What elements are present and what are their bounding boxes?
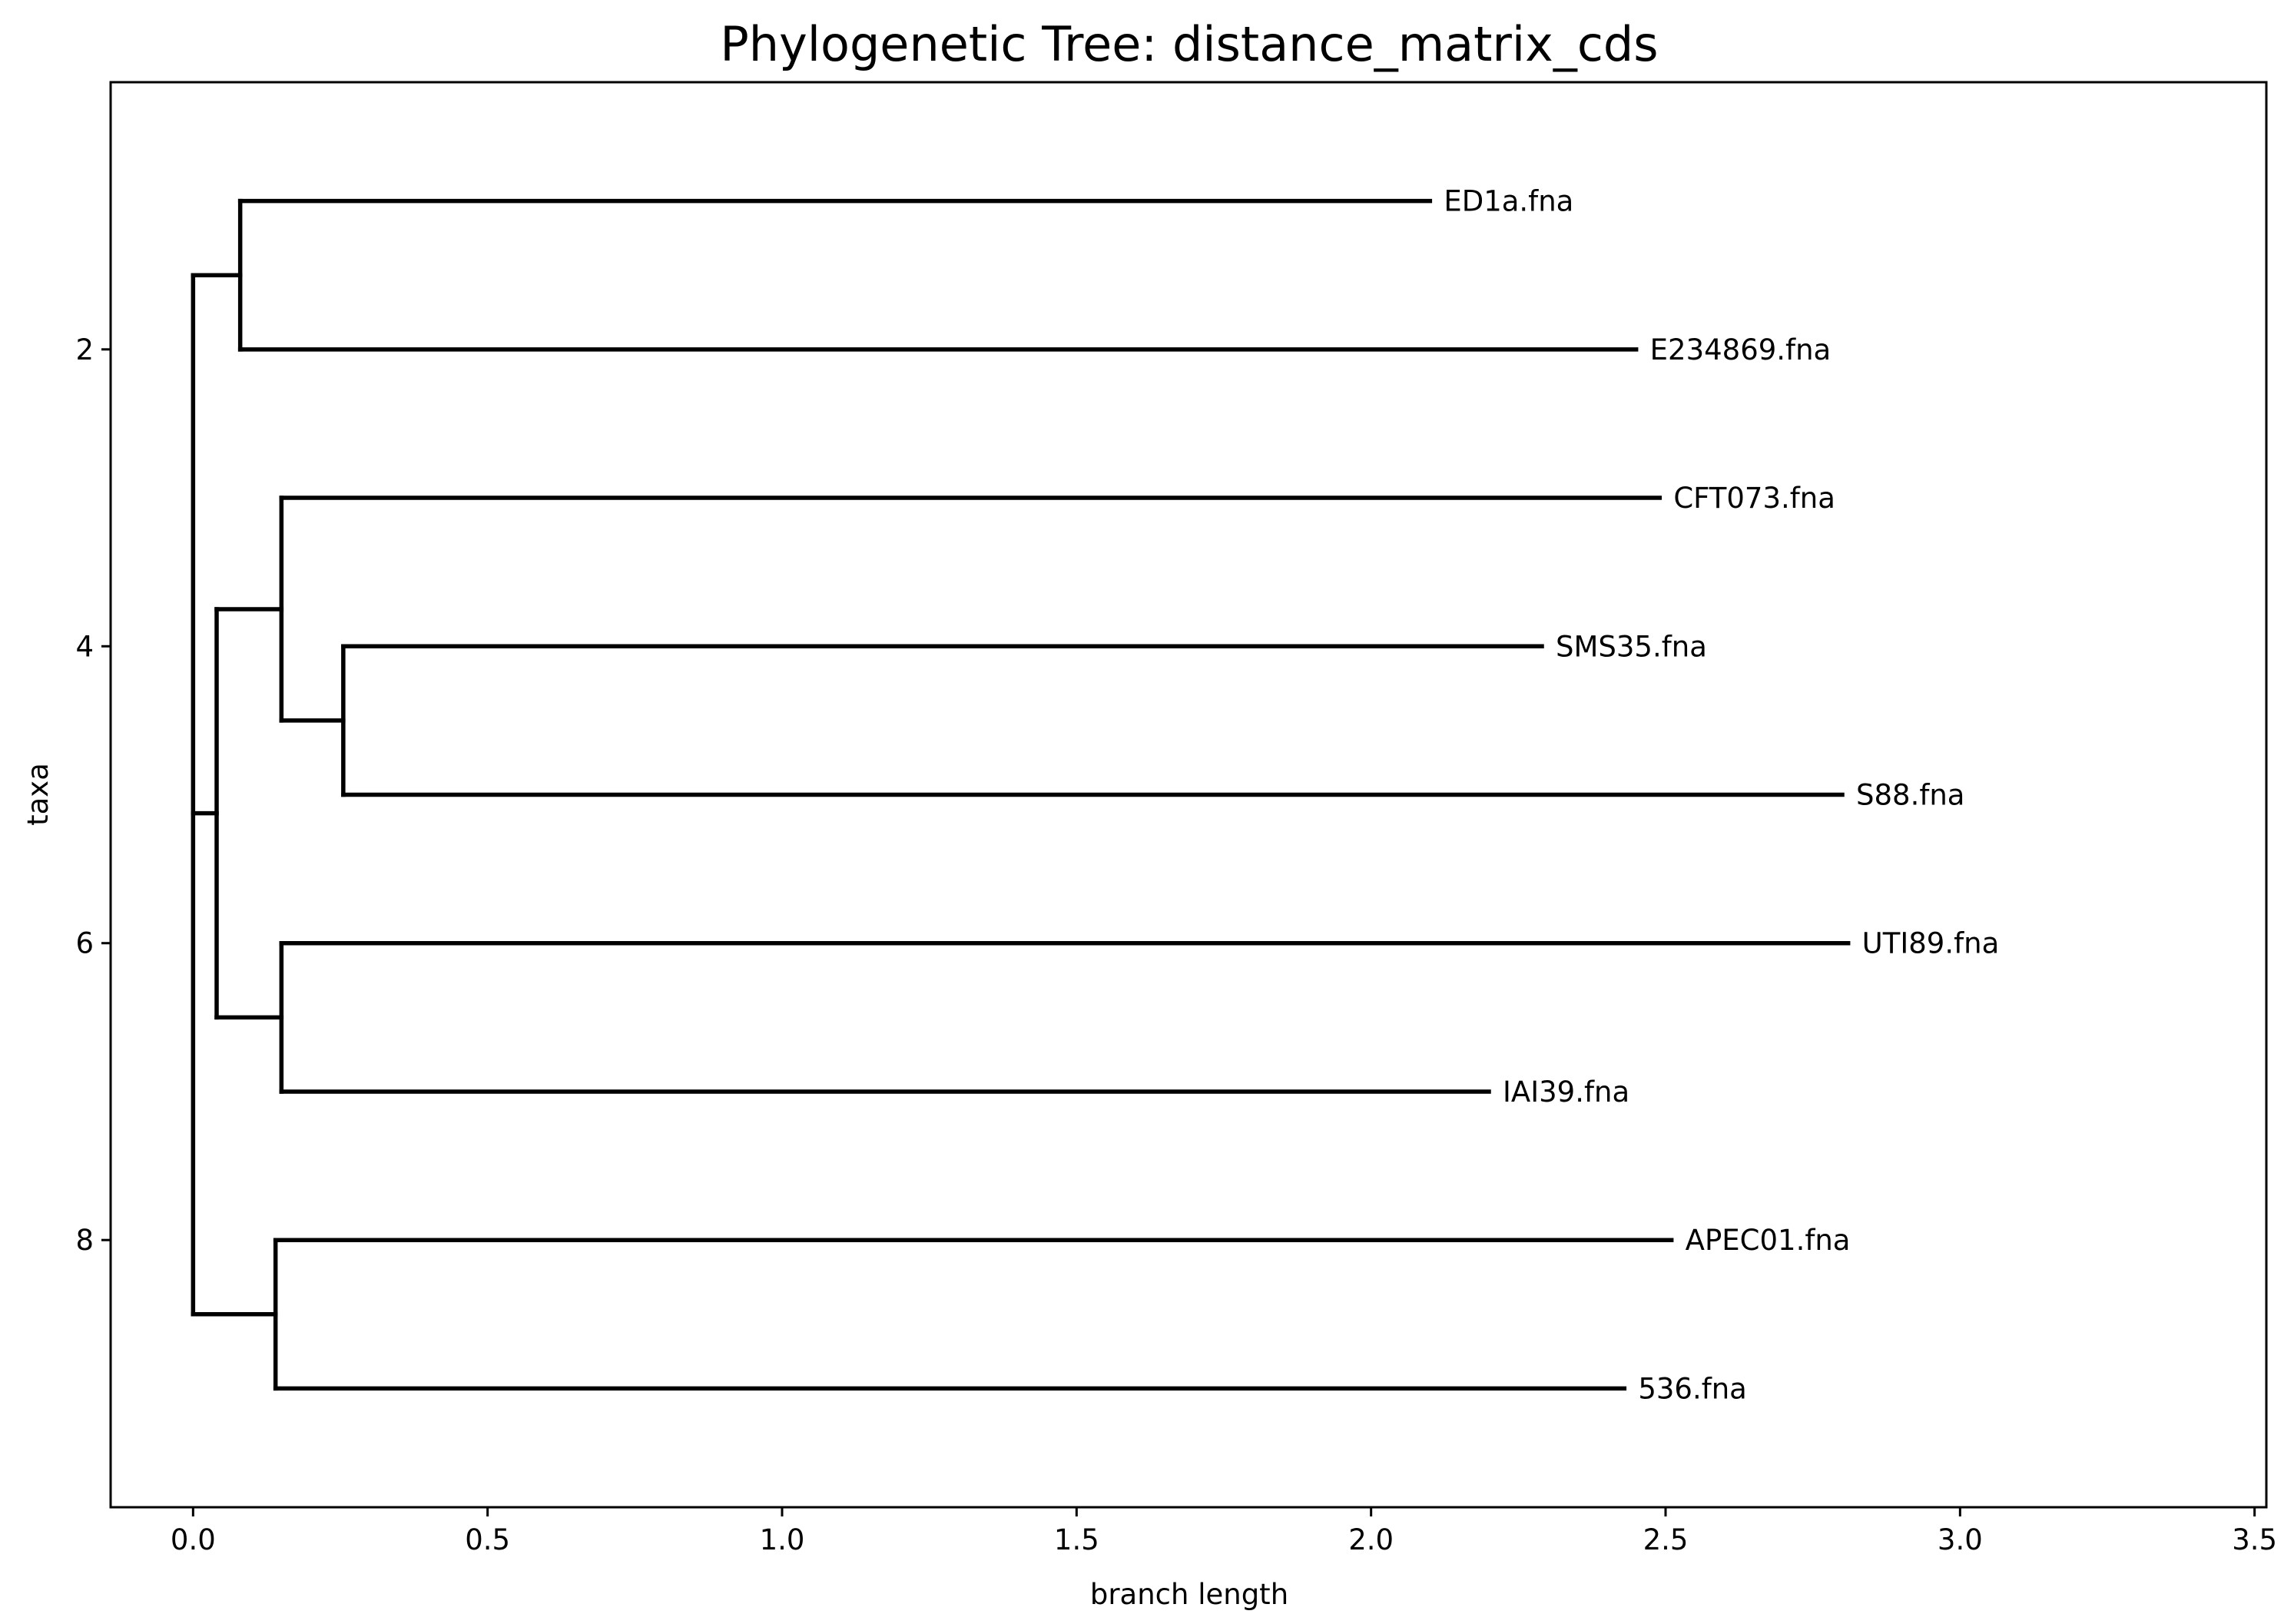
tree-branches xyxy=(191,198,1851,1391)
leaf-label: UTI89.fna xyxy=(1862,927,2000,960)
x-tick-label: 0.5 xyxy=(465,1523,510,1556)
leaf-label: ED1a.fna xyxy=(1444,185,1573,218)
x-tick-label: 3.5 xyxy=(2232,1523,2277,1556)
x-axis-ticks: 0.0 0.5 1.0 1.5 2.0 2.5 3.0 3.5 xyxy=(171,1507,2277,1556)
leaf-label: SMS35.fna xyxy=(1556,630,1707,663)
y-axis-ticks: 2 4 6 8 xyxy=(75,333,111,1257)
leaf-label: CFT073.fna xyxy=(1673,482,1835,515)
x-tick-label: 3.0 xyxy=(1938,1523,1983,1556)
leaf-label: IAI39.fna xyxy=(1503,1075,1629,1109)
plot-area-frame xyxy=(109,81,2268,1509)
y-axis-label: taxa xyxy=(22,763,55,826)
y-tick-label: 6 xyxy=(75,927,94,960)
leaf-label: APEC01.fna xyxy=(1686,1224,1851,1257)
leaf-label: S88.fna xyxy=(1856,779,1964,812)
leaf-label: E234869.fna xyxy=(1650,333,1832,366)
x-axis-label: branch length xyxy=(1090,1578,1288,1611)
x-tick-label: 2.5 xyxy=(1643,1523,1689,1556)
y-tick-label: 4 xyxy=(75,630,94,663)
leaf-label: 536.fna xyxy=(1638,1372,1747,1405)
x-tick-label: 1.5 xyxy=(1054,1523,1099,1556)
chart-title: Phylogenetic Tree: distance_matrix_cds xyxy=(720,16,1658,72)
leaf-labels: ED1a.fna E234869.fna CFT073.fna SMS35.fna S8… xyxy=(1444,185,1999,1406)
y-tick-label: 2 xyxy=(75,333,94,366)
y-tick-label: 8 xyxy=(75,1224,94,1257)
x-tick-label: 1.0 xyxy=(760,1523,805,1556)
x-tick-label: 2.0 xyxy=(1348,1523,1394,1556)
x-tick-label: 0.0 xyxy=(171,1523,216,1556)
